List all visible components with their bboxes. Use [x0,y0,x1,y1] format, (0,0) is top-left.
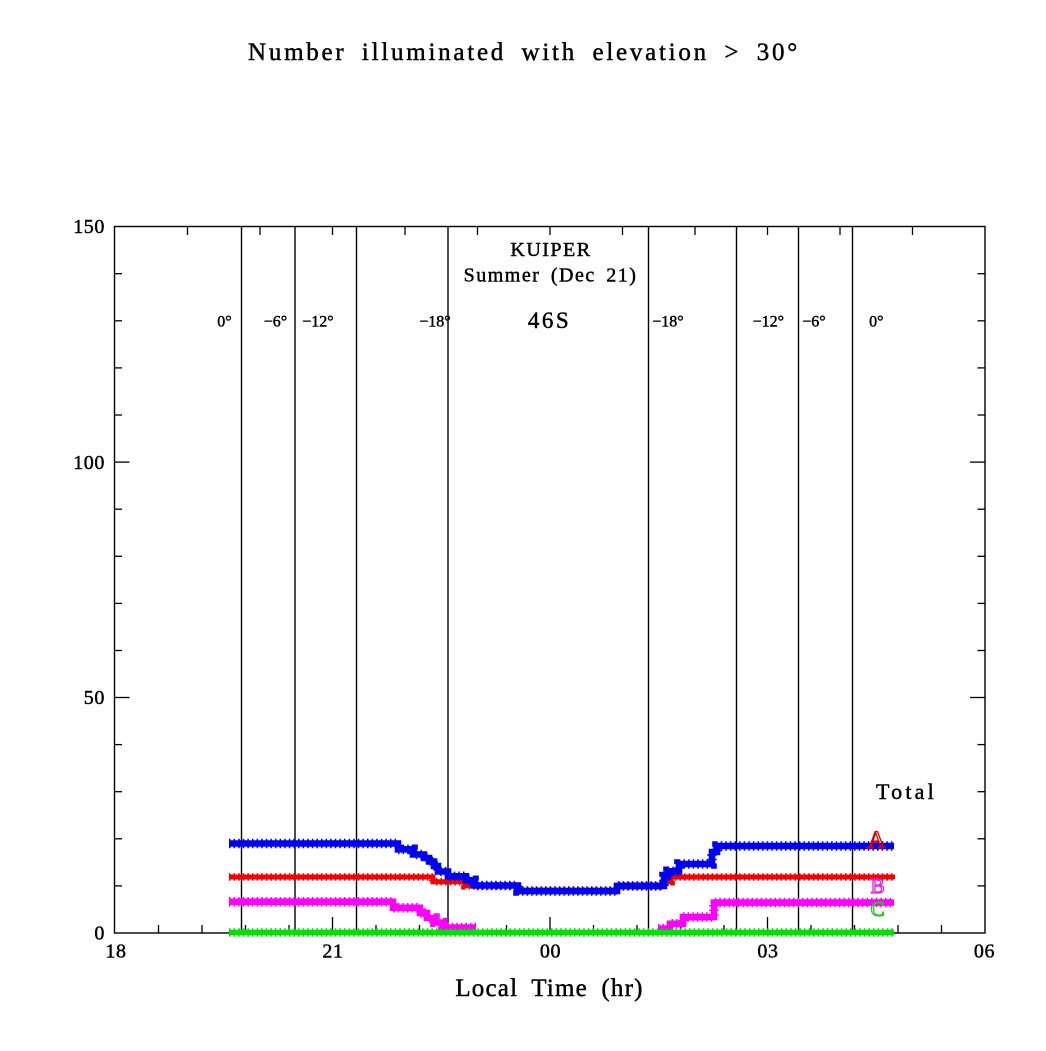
svg-text:21: 21 [322,941,343,963]
svg-text:0°: 0° [869,314,883,331]
svg-text:Local Time (hr): Local Time (hr) [455,975,643,1002]
svg-text:−18°: −18° [652,314,683,331]
svg-text:−18°: −18° [419,314,450,331]
svg-text:0: 0 [94,923,105,945]
svg-text:Number illuminated with elevat: Number illuminated with elevation > 30° [248,39,800,66]
svg-text:−12°: −12° [753,314,784,331]
svg-text:KUIPER: KUIPER [510,239,591,261]
svg-text:−6°: −6° [264,314,287,331]
svg-text:46S: 46S [528,308,571,333]
svg-text:100: 100 [73,452,105,474]
svg-text:00: 00 [540,941,561,963]
svg-text:−12°: −12° [302,314,333,331]
svg-text:C: C [871,897,885,921]
svg-text:03: 03 [757,941,778,963]
svg-text:06: 06 [974,941,995,963]
svg-text:A: A [867,827,885,854]
svg-text:B: B [871,874,885,898]
svg-text:0°: 0° [217,314,231,331]
svg-text:50: 50 [84,687,105,709]
svg-text:−6°: −6° [802,314,825,331]
svg-text:Total: Total [876,779,937,804]
svg-text:Summer (Dec 21): Summer (Dec 21) [464,265,638,287]
svg-text:18: 18 [105,941,126,963]
svg-text:150: 150 [73,216,105,238]
